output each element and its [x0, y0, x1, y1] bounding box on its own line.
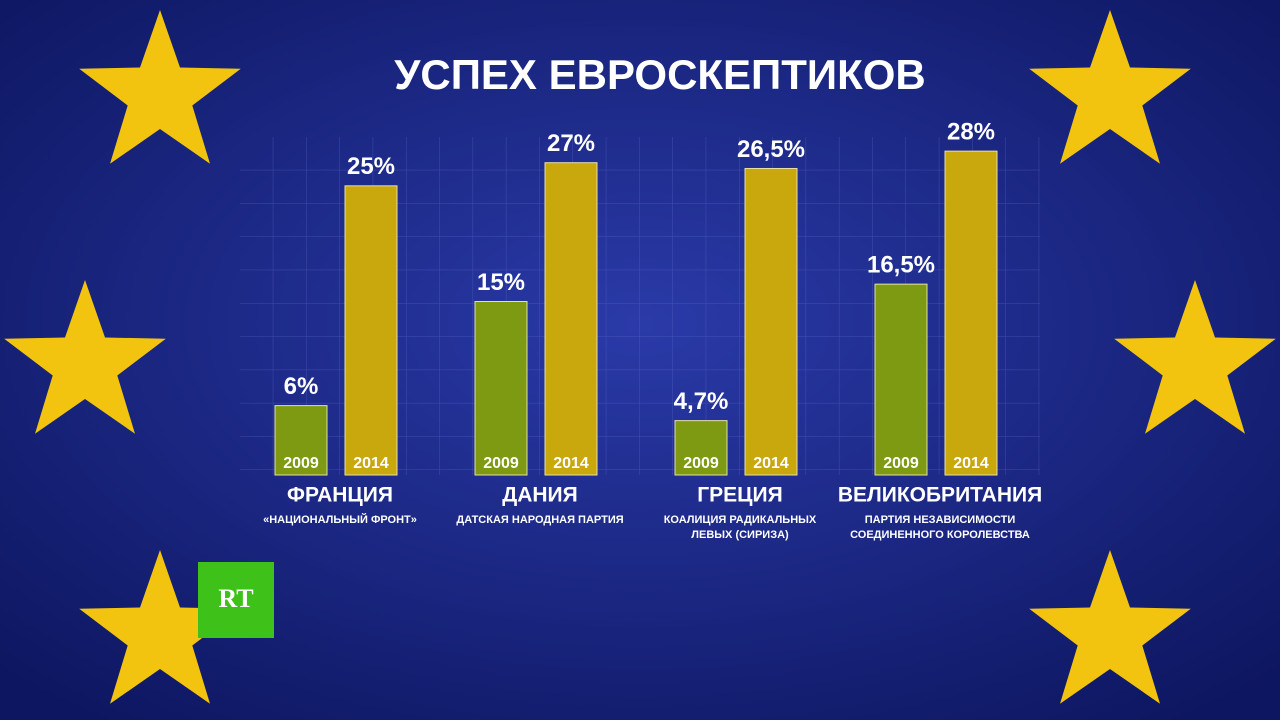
- bar: [474, 301, 528, 476]
- star: [1114, 280, 1276, 434]
- logo-text: RT: [218, 584, 253, 613]
- bar: [344, 185, 398, 476]
- bar: [874, 283, 928, 476]
- bar: [744, 167, 798, 476]
- value-label: 27%: [547, 130, 595, 157]
- series-label: 2009: [683, 455, 719, 472]
- star: [79, 550, 241, 704]
- chart-title: УСПЕХ ЕВРОСКЕПТИКОВ: [394, 51, 925, 98]
- value-label: 15%: [477, 269, 525, 296]
- x-tick-label: ГРЕЦИЯ: [697, 484, 782, 507]
- x-tick-label: ДАНИЯ: [502, 484, 577, 507]
- value-label: 26,5%: [737, 136, 805, 163]
- bar: [944, 150, 998, 476]
- series-label: 2014: [753, 455, 789, 472]
- value-label: 6%: [284, 373, 319, 400]
- value-label: 25%: [347, 153, 395, 180]
- value-label: 28%: [947, 118, 995, 145]
- series-label: 2014: [353, 455, 389, 472]
- x-tick-label: ВЕЛИКОБРИТАНИЯ: [838, 484, 1042, 507]
- category-subtitle: КОАЛИЦИЯ РАДИКАЛЬНЫХ ЛЕВЫХ (СИРИЗА): [663, 514, 817, 541]
- star: [4, 280, 166, 434]
- bar: [674, 420, 728, 476]
- star: [1029, 550, 1191, 704]
- category-subtitle: ДАТСКАЯ НАРОДНАЯ ПАРТИЯ: [456, 514, 624, 526]
- series-label: 2009: [483, 455, 519, 472]
- bar: [274, 405, 328, 476]
- logo: RT: [198, 562, 274, 638]
- x-tick-label: ФРАНЦИЯ: [287, 484, 393, 507]
- category-subtitle: ПАРТИЯ НЕЗАВИСИМОСТИ СОЕДИНЕННОГО КОРОЛЕ…: [850, 514, 1030, 541]
- logo-box: [198, 562, 274, 638]
- value-label: 16,5%: [867, 251, 935, 278]
- star: [1029, 10, 1191, 164]
- series-label: 2014: [953, 455, 989, 472]
- stars: [4, 10, 1276, 704]
- category-subtitle: «НАЦИОНАЛЬНЫЙ ФРОНТ»: [263, 514, 417, 526]
- bar: [544, 162, 598, 476]
- series-label: 2009: [883, 455, 919, 472]
- star: [79, 10, 241, 164]
- series-label: 2009: [283, 455, 319, 472]
- series-label: 2014: [553, 455, 589, 472]
- value-label: 4,7%: [674, 388, 729, 415]
